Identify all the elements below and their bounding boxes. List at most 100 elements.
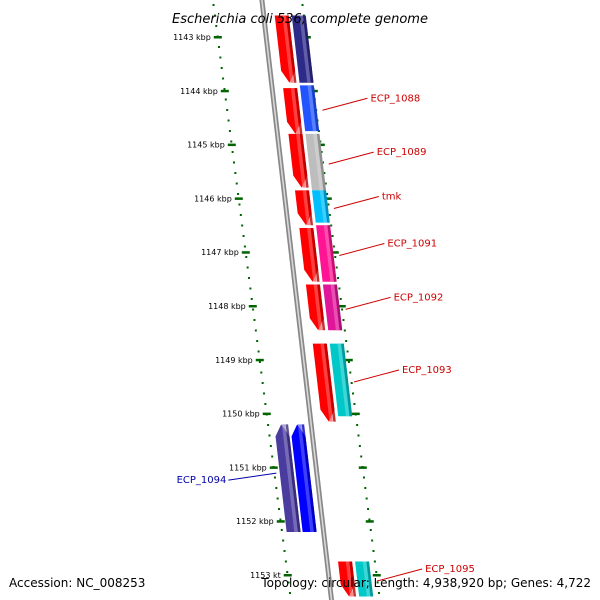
scale-dot <box>278 508 281 510</box>
scale-dot <box>241 224 244 227</box>
gene-block-minus[interactable] <box>275 424 301 532</box>
scale-tick-left <box>262 412 271 416</box>
gene-block-plus[interactable] <box>355 561 374 597</box>
orf-arrow-shade <box>294 88 303 134</box>
scale-dot <box>337 277 340 279</box>
gene-label-leader <box>353 369 400 383</box>
orf-arrow-highlight <box>345 561 354 597</box>
scale-dot <box>301 4 304 6</box>
gene-label[interactable]: ECP_1093 <box>402 365 452 376</box>
scale-dot <box>269 445 272 447</box>
orf-arrow-highlight <box>296 133 306 188</box>
scale-dot <box>321 161 324 164</box>
gene-label-leader <box>228 472 277 481</box>
orf-arrow-minus-highlight <box>297 424 314 532</box>
scale-dot <box>360 455 363 458</box>
scale-dot <box>271 455 274 458</box>
gene-block-plus[interactable] <box>329 343 353 417</box>
scale-tick-left <box>276 520 285 523</box>
gene-block-plus-highlight <box>313 133 324 191</box>
orf-arrow-highlight <box>302 190 311 226</box>
orf-arrow[interactable] <box>312 343 336 422</box>
gene-block-plus[interactable] <box>322 284 343 331</box>
gene-label[interactable]: ECP_1088 <box>370 93 420 104</box>
scale-tick-label: 1152 kbp <box>236 517 274 526</box>
scale-dot <box>330 224 333 227</box>
orf-arrow[interactable] <box>338 561 357 597</box>
gene-block-plus[interactable] <box>311 190 330 223</box>
scale-dot <box>357 434 360 437</box>
scale-dot <box>227 119 230 122</box>
scale-dot <box>334 256 337 258</box>
scale-dot <box>237 193 240 195</box>
scale-dot <box>338 287 341 290</box>
orf-arrow-highlight <box>320 343 334 422</box>
gene-label[interactable]: ECP_1091 <box>387 239 437 250</box>
gene-label[interactable]: ECP_1094 <box>177 475 227 486</box>
scale-dot <box>283 550 286 552</box>
scale-tick-right <box>372 574 381 577</box>
scale-tick-label: 1153 kt <box>250 571 281 580</box>
gene-block-plus-shade <box>366 561 374 597</box>
orf-arrow-shade <box>299 133 309 188</box>
scale-tick-right <box>330 251 339 254</box>
gene-block-plus-highlight <box>307 85 317 132</box>
scale-dot <box>332 245 335 248</box>
gene-block-minus-shade <box>285 424 301 532</box>
scale-dot <box>268 434 271 437</box>
orf-arrow-highlight <box>282 15 294 83</box>
scale-dot <box>245 256 248 258</box>
scale-dot <box>222 77 225 80</box>
orf-arrow-shade <box>310 227 320 282</box>
scale-tick-left <box>220 89 229 93</box>
gene-label[interactable]: ECP_1095 <box>425 564 475 575</box>
scale-tick-label: 1147 kbp <box>201 248 239 257</box>
gene-block-plus[interactable] <box>316 225 337 282</box>
scale-dot <box>215 25 218 27</box>
gene-block-plus[interactable] <box>299 85 320 132</box>
scale-dot <box>373 560 376 563</box>
scale-tick-right <box>337 305 346 308</box>
scale-dot <box>282 539 285 542</box>
scale-tick-label: 1149 kbp <box>215 356 253 365</box>
scale-dot <box>275 487 278 489</box>
scale-dot <box>287 581 290 584</box>
scale-dot <box>358 445 361 447</box>
scale-dot <box>235 182 238 185</box>
genome-summary: Topology: circular; Length: 4,938,920 bp… <box>260 576 591 590</box>
gene-label[interactable]: tmk <box>382 191 402 202</box>
scale-dot <box>226 109 229 111</box>
orf-arrow-minus[interactable] <box>291 424 317 532</box>
scale-tick-right <box>344 358 353 362</box>
scale-dot <box>353 403 356 405</box>
scale-tick-label: 1145 kbp <box>187 141 225 150</box>
gene-block-plus[interactable] <box>305 133 326 191</box>
orf-arrow[interactable] <box>305 284 326 331</box>
orf-arrow[interactable] <box>299 227 320 282</box>
gene-block-plus-shade <box>316 133 326 191</box>
scale-dot <box>220 67 223 69</box>
scale-tick-label: 1143 kbp <box>173 33 211 42</box>
gene-label-leader <box>376 568 423 582</box>
scale-dot <box>260 371 263 374</box>
scale-tick-right <box>316 143 325 147</box>
gene-label-leader <box>339 243 385 257</box>
gene-block-plus-highlight <box>319 190 327 223</box>
scale-tick-left <box>234 197 243 200</box>
gene-label[interactable]: ECP_1089 <box>377 147 427 158</box>
orf-arrow[interactable] <box>294 190 314 226</box>
scale-dot <box>372 550 375 552</box>
scale-dot <box>349 371 352 374</box>
gene-label[interactable]: ECP_1092 <box>394 292 444 303</box>
orf-arrow[interactable] <box>274 15 297 83</box>
gene-block-plus[interactable] <box>291 15 314 83</box>
orf-arrow[interactable] <box>288 133 309 188</box>
gene-block-plus-shade <box>327 225 337 282</box>
scale-dot <box>239 214 242 216</box>
orf-arrow[interactable] <box>283 88 303 134</box>
scale-dot <box>326 193 329 195</box>
scale-dot <box>232 161 235 164</box>
orf-arrow-highlight <box>307 227 317 282</box>
gene-block-plus-highlight <box>299 15 311 83</box>
